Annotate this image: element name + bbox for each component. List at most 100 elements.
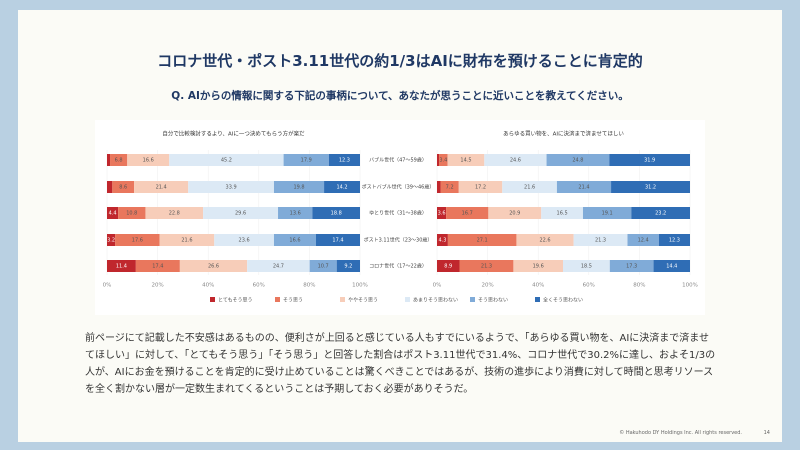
bar-segment [134, 181, 189, 193]
value-label: 21.6 [181, 238, 192, 244]
bar-segment [437, 234, 448, 246]
bar-segment [247, 260, 310, 272]
bar-segment [658, 234, 690, 246]
x-tick-label: 100% [352, 283, 368, 289]
legend-swatch [340, 297, 345, 302]
bar-segment [107, 207, 119, 219]
bar-segment [107, 260, 136, 272]
bar-segment [484, 154, 547, 166]
bar-segment [107, 234, 116, 246]
value-label: 12.3 [669, 238, 680, 244]
x-tick-label: 60% [253, 283, 265, 289]
value-label: 19.6 [533, 264, 544, 270]
bar-segment [169, 154, 284, 166]
value-label: 20.9 [509, 211, 520, 217]
value-label: 29.6 [235, 211, 246, 217]
chart-title: 自分で比較検討するより、AIに一つ決めてもらう方が楽だ [162, 130, 305, 138]
value-label: 12.4 [638, 238, 649, 244]
value-label: 3.2 [107, 238, 115, 244]
bar-segment [135, 260, 180, 272]
bar-segment [458, 181, 503, 193]
bar-segment [312, 207, 360, 219]
value-label: 8.6 [119, 185, 127, 191]
legend-label: あまりそう思わない [413, 297, 458, 304]
value-label: 8.9 [444, 264, 452, 270]
page-number: 14 [763, 430, 770, 436]
value-label: 21.4 [578, 185, 589, 191]
value-label: 21.6 [524, 185, 535, 191]
value-label: 24.7 [273, 264, 284, 270]
bar-segment [437, 154, 440, 166]
value-label: 14.5 [460, 158, 471, 164]
x-tick-label: 20% [151, 283, 163, 289]
x-tick-label: 0% [433, 283, 442, 289]
value-label: 22.6 [539, 238, 550, 244]
bar-segment [653, 260, 690, 272]
legend-label: 全くそう思わない [543, 297, 583, 304]
value-label: 23.2 [655, 211, 666, 217]
bar-segment [582, 207, 632, 219]
bar-segment [447, 234, 517, 246]
bar-segment [214, 234, 274, 246]
category-label: バブル世代（47〜59歳） [369, 157, 427, 164]
value-label: 19.8 [293, 185, 304, 191]
value-label: 27.1 [477, 238, 488, 244]
value-label: 17.4 [332, 238, 343, 244]
value-label: 4.4 [109, 211, 117, 217]
bar-segment [502, 181, 557, 193]
value-label: 45.2 [221, 158, 232, 164]
bar-segment [179, 260, 248, 272]
x-tick-label: 20% [481, 283, 493, 289]
value-label: 22.8 [169, 211, 180, 217]
bar-segment [188, 181, 274, 193]
legend-swatch [470, 297, 475, 302]
bar-segment [631, 207, 690, 219]
bar-segment [437, 181, 441, 193]
value-label: 21.4 [156, 185, 167, 191]
bar-segment [437, 260, 460, 272]
bar-segment [513, 260, 563, 272]
x-tick-label: 80% [633, 283, 645, 289]
value-label: 17.9 [301, 158, 312, 164]
bar-segment [546, 154, 610, 166]
bar-segment [447, 154, 485, 166]
bar-segment [488, 207, 542, 219]
value-label: 10.8 [126, 211, 137, 217]
x-tick-label: 40% [532, 283, 544, 289]
value-label: 24.8 [572, 158, 583, 164]
legend-label: ややそう思う [348, 297, 378, 304]
legend-swatch [535, 297, 540, 302]
value-label: 16.6 [289, 238, 300, 244]
bar-segment [145, 207, 204, 219]
value-label: 16.7 [462, 211, 473, 217]
value-label: 17.6 [132, 238, 143, 244]
value-label: 4.3 [438, 238, 446, 244]
bar-segment [159, 234, 215, 246]
bar-segment [273, 181, 325, 193]
footer: © Hakuhodo DY Holdings Inc. All rights r… [619, 430, 742, 436]
bar-segment [107, 154, 111, 166]
bar-segment [315, 234, 360, 246]
value-label: 6.8 [115, 158, 123, 164]
value-label: 10.7 [318, 264, 329, 270]
legend-label: そう思う [283, 297, 303, 304]
value-label: 13.6 [290, 211, 301, 217]
value-label: 21.3 [595, 238, 606, 244]
bar-segment [516, 234, 574, 246]
bar-segment [609, 154, 690, 166]
value-label: 23.6 [239, 238, 250, 244]
bar-segment [203, 207, 279, 219]
value-label: 16.6 [143, 158, 154, 164]
bar-segment [556, 181, 612, 193]
value-label: 12.3 [339, 158, 350, 164]
chart-title: あらゆる買い物を、AIに決済まで済ませてほしい [503, 130, 624, 138]
legend-swatch [275, 297, 280, 302]
slide-title: コロナ世代・ポスト3.11世代の約1/3はAIに財布を預けることに肯定的 [157, 52, 643, 70]
value-label: 14.2 [336, 185, 347, 191]
value-label: 14.4 [666, 264, 677, 270]
bar-segment [283, 154, 329, 166]
bar-segment [127, 154, 170, 166]
bar-segment [110, 154, 128, 166]
x-tick-label: 60% [583, 283, 595, 289]
category-label: コロナ世代（17〜22歳） [369, 263, 427, 270]
